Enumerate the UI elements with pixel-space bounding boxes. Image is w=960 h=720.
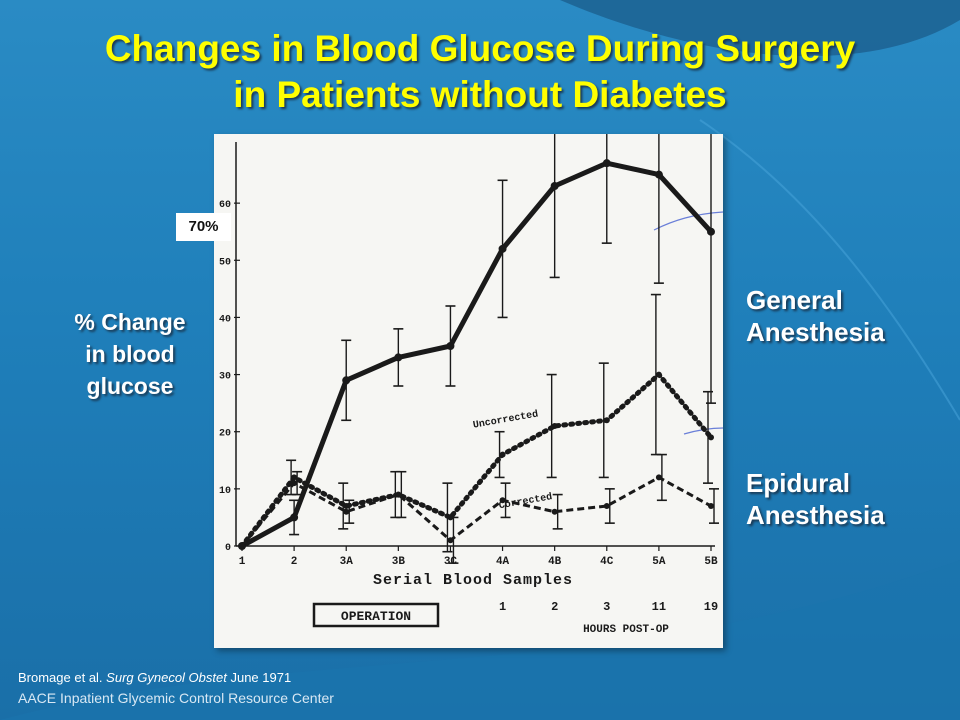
citation-authors: Bromage et al. [18, 670, 103, 685]
annotation-general-anesthesia: General Anesthesia [746, 284, 885, 348]
operation-label: OPERATION [341, 609, 411, 624]
annotation-line: Epidural [746, 468, 851, 498]
data-point [655, 371, 662, 378]
x-axis-label: Serial Blood Samples [373, 572, 573, 589]
hours-label: 3 [603, 600, 610, 614]
data-point [343, 503, 350, 509]
y-axis-label-line: glucose [86, 373, 174, 399]
x-tick-label: 5B [704, 556, 718, 568]
hours-post-op-label: HOURS POST-OP [583, 624, 669, 636]
data-point [708, 434, 714, 441]
data-point [654, 170, 663, 179]
y-tick-label: 30 [219, 372, 231, 383]
data-point [446, 342, 455, 350]
data-point [291, 480, 298, 487]
series-line [239, 372, 714, 549]
chart-panel: 0 10 20 30 40 50 60 1 2 3A 3B 3C 4A 4B 4C 5A 5B Serial Bl… [214, 134, 723, 648]
y-axis-label: % Change in blood glucose [40, 306, 220, 402]
y-axis-label-line: in blood [85, 341, 175, 367]
title-line-2: in Patients without Diabetes [233, 74, 727, 115]
x-tick-label: 4A [496, 556, 510, 568]
data-point [342, 376, 351, 385]
y-tick-label: 60 [219, 200, 231, 211]
x-tick-label: 4B [548, 556, 562, 568]
citation-date: June 1971 [230, 670, 292, 685]
ink-mark [653, 211, 723, 231]
citation-journal: Surg Gynecol Obstet [106, 670, 227, 685]
data-point [550, 182, 559, 190]
hours-label: 1 [499, 600, 506, 614]
annotation-line: Anesthesia [746, 500, 885, 530]
slide-title: Changes in Blood Glucose During Surgery … [0, 26, 960, 118]
y-tick-label: 20 [219, 429, 231, 440]
data-point [394, 353, 403, 362]
x-tick-label: 3B [392, 556, 406, 568]
data-point [290, 513, 299, 522]
y-tick-label: 40 [219, 314, 231, 325]
data-point [655, 474, 662, 481]
y-tick-label: 10 [219, 486, 231, 497]
x-tick-label: 4C [600, 556, 614, 568]
data-point [239, 543, 245, 549]
series-line [240, 475, 712, 547]
y-axis-label-line: % Change [74, 309, 186, 335]
title-line-1: Changes in Blood Glucose During Surgery [104, 28, 856, 69]
hours-label: 19 [704, 600, 718, 614]
x-tick-label: 5A [652, 556, 666, 568]
series-line [240, 160, 713, 549]
center-name: AACE Inpatient Glycemic Control Resource… [18, 690, 334, 706]
x-tick-label: 2 [291, 556, 298, 568]
x-tick-label: 3C [444, 556, 458, 568]
glucose-chart: 0 10 20 30 40 50 60 1 2 3A 3B 3C 4A 4B 4C 5A 5B Serial Bl… [219, 134, 723, 636]
data-point [551, 508, 558, 515]
hours-label: 2 [551, 600, 558, 614]
data-point [395, 491, 402, 498]
data-point [551, 423, 558, 429]
x-tick-label: 1 [239, 556, 246, 568]
data-point [343, 508, 350, 515]
data-point [291, 474, 298, 481]
data-point [447, 537, 454, 544]
data-point [499, 497, 506, 504]
y-tick-label: 0 [225, 543, 231, 554]
operation-box [312, 602, 440, 628]
y-tick-label: 50 [219, 257, 231, 268]
data-point [708, 503, 714, 509]
x-tick-label: 3A [340, 556, 354, 568]
data-point [707, 227, 715, 236]
annotation-line: General [746, 285, 843, 315]
data-point [603, 503, 610, 509]
data-point [499, 451, 506, 458]
hours-label: 11 [652, 600, 666, 614]
peak-percent-badge: 70% [176, 213, 231, 241]
data-point [498, 244, 507, 253]
series-name-label: Uncorrected [472, 408, 539, 431]
citation: Bromage et al. Surg Gynecol Obstet June … [18, 670, 291, 685]
annotation-epidural-anesthesia: Epidural Anesthesia [746, 467, 885, 531]
annotation-line: Anesthesia [746, 317, 885, 347]
data-point [603, 417, 610, 424]
data-point [602, 159, 611, 168]
